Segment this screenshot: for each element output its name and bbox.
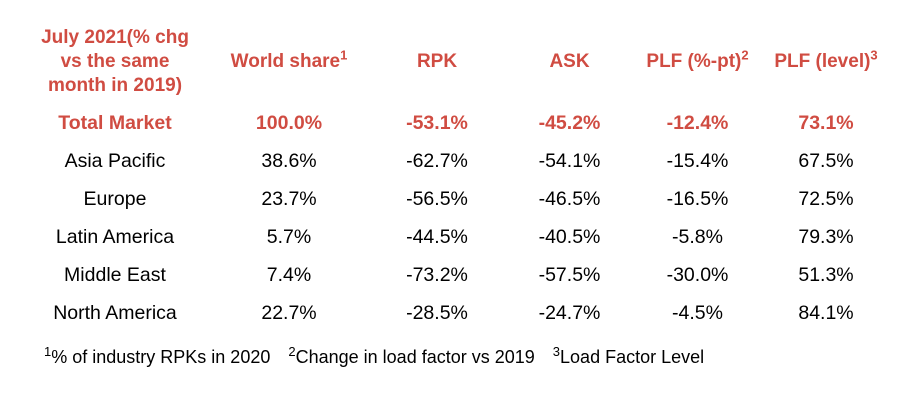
footnote-superscript: 1 [44, 344, 52, 359]
table-row-north-america: North America 22.7% -28.5% -24.7% -4.5% … [20, 294, 890, 332]
rpk-cell: -56.5% [406, 187, 468, 210]
ask-cell: -46.5% [538, 187, 601, 210]
plf-level-cell: 79.3% [798, 225, 854, 248]
table-row-latin-america: Latin America 5.7% -44.5% -40.5% -5.8% 7… [20, 218, 890, 256]
plf-pt-cell: -16.5% [666, 187, 729, 210]
plf-pt-cell: -15.4% [666, 149, 729, 172]
column-header-plf-pt: PLF (%-pt)2 [646, 47, 749, 72]
plf-pt-cell: -30.0% [666, 263, 729, 286]
ask-cell: -54.1% [538, 149, 601, 172]
footnote-world-share: 1% of industry RPKs in 2020 [44, 344, 271, 367]
table-title: July 2021(% chg vs the same month in 201… [20, 20, 210, 104]
rpk-cell: -28.5% [406, 301, 468, 324]
table-row-europe: Europe 23.7% -56.5% -46.5% -16.5% 72.5% [20, 180, 890, 218]
region-cell: Total Market [58, 111, 172, 134]
world-share-cell: 100.0% [255, 111, 323, 134]
header-row: July 2021(% chg vs the same month in 201… [20, 20, 890, 104]
column-header-rpk: RPK [416, 51, 458, 72]
rpk-cell: -62.7% [406, 149, 468, 172]
report-page: July 2021(% chg vs the same month in 201… [20, 20, 903, 368]
footnotes: 1% of industry RPKs in 2020 2Change in l… [44, 344, 903, 368]
rpk-cell: -44.5% [406, 225, 468, 248]
table-body: Total Market 100.0% -53.1% -45.2% -12.4%… [20, 104, 890, 332]
rpk-cell: -73.2% [406, 263, 468, 286]
footnote-superscript: 3 [552, 344, 561, 359]
table-title-line: vs the same [60, 51, 170, 72]
plf-level-cell: 51.3% [798, 263, 854, 286]
ask-cell: -40.5% [538, 225, 601, 248]
column-header-plf-level: PLF (level)3 [774, 47, 878, 72]
air-traffic-table: July 2021(% chg vs the same month in 201… [20, 20, 890, 332]
table-header: July 2021(% chg vs the same month in 201… [20, 20, 890, 104]
ask-cell: -24.7% [538, 301, 601, 324]
rpk-cell: -53.1% [406, 111, 468, 134]
world-share-cell: 5.7% [266, 225, 312, 248]
table-title-line: July 2021(% chg [41, 27, 189, 48]
plf-pt-cell: -5.8% [672, 225, 723, 248]
plf-level-cell: 84.1% [798, 301, 854, 324]
world-share-cell: 22.7% [261, 301, 317, 324]
world-share-cell: 7.4% [266, 263, 312, 286]
footnote-superscript: 2 [288, 344, 296, 359]
header-superscript: 1 [340, 47, 348, 63]
plf-level-cell: 72.5% [798, 187, 854, 210]
region-cell: Middle East [64, 263, 166, 286]
region-cell: Latin America [55, 225, 175, 248]
table-row-middle-east: Middle East 7.4% -73.2% -57.5% -30.0% 51… [20, 256, 890, 294]
region-cell: North America [53, 301, 177, 324]
world-share-cell: 23.7% [261, 187, 317, 210]
table-title-line: month in 2019) [47, 75, 183, 96]
plf-level-cell: 73.1% [798, 111, 854, 134]
region-cell: Europe [83, 187, 147, 210]
region-cell: Asia Pacific [64, 149, 166, 172]
plf-level-cell: 67.5% [798, 149, 854, 172]
header-superscript: 2 [741, 47, 749, 63]
table-row-asia-pacific: Asia Pacific 38.6% -62.7% -54.1% -15.4% … [20, 142, 890, 180]
column-header-ask: ASK [549, 51, 590, 72]
world-share-cell: 38.6% [261, 149, 317, 172]
column-header-world-share: World share1 [230, 47, 348, 72]
plf-pt-cell: -4.5% [672, 301, 723, 324]
plf-pt-cell: -12.4% [666, 111, 729, 134]
footnote-plf-pt: 2Change in load factor vs 2019 [288, 344, 535, 367]
ask-cell: -45.2% [538, 111, 601, 134]
table-row-total-market: Total Market 100.0% -53.1% -45.2% -12.4%… [20, 104, 890, 142]
header-superscript: 3 [870, 47, 878, 63]
footnote-plf-level: 3Load Factor Level [552, 344, 705, 367]
ask-cell: -57.5% [538, 263, 601, 286]
